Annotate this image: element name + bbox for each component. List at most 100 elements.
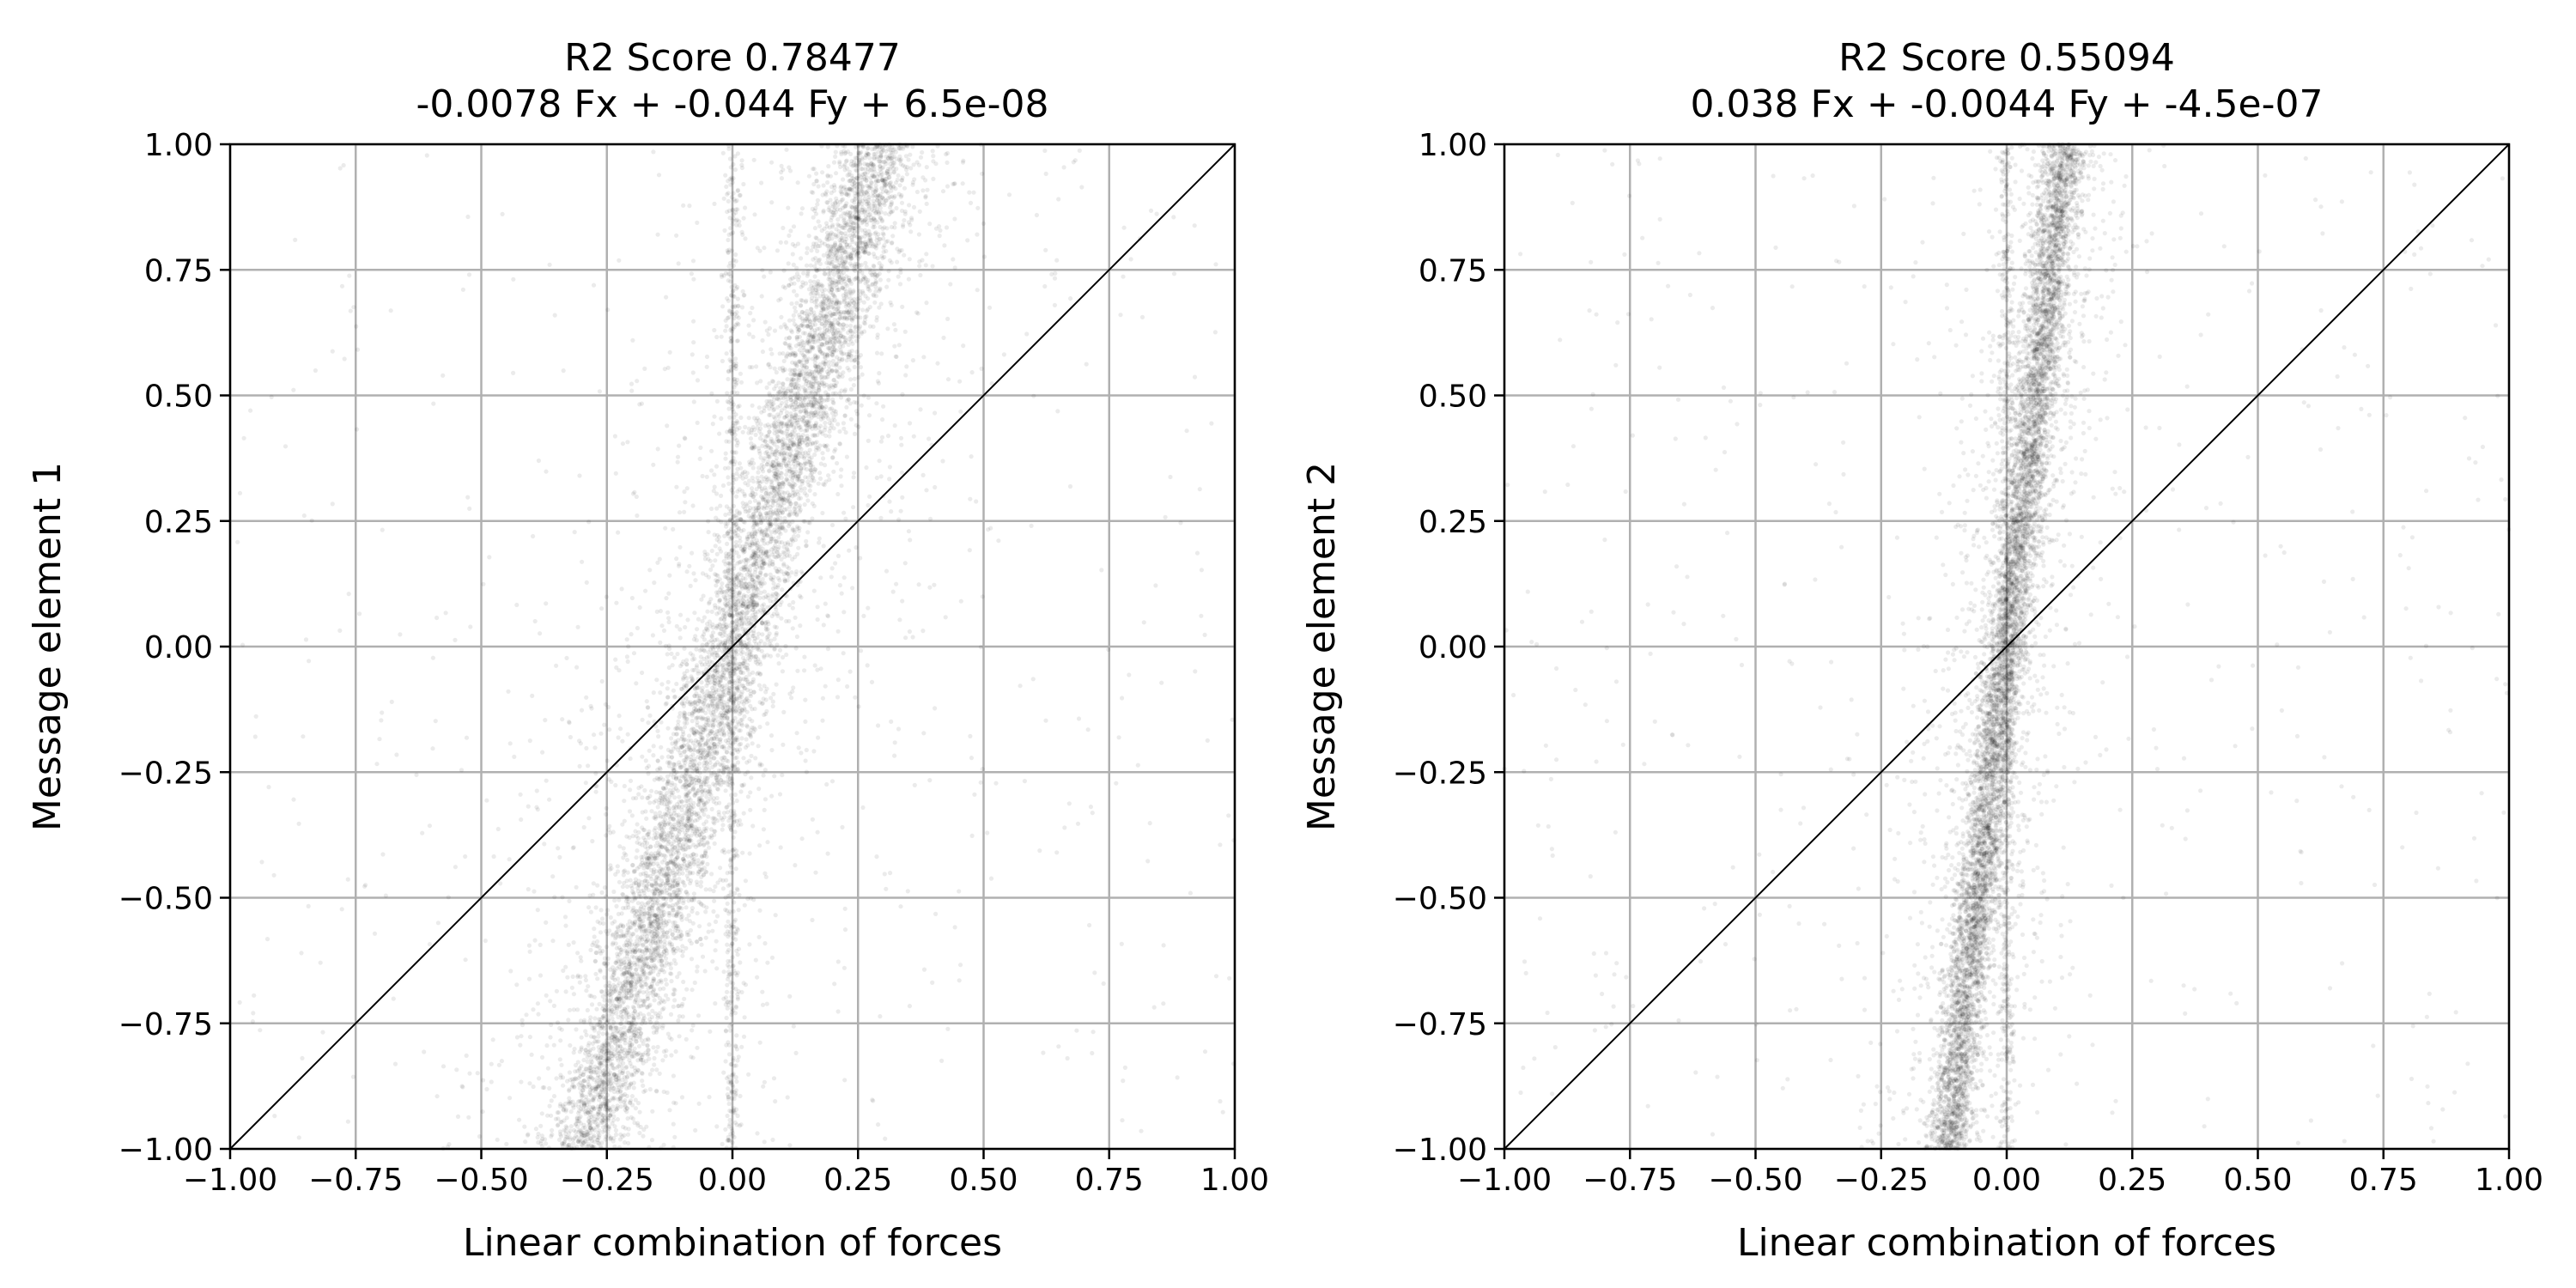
scatter-point — [625, 440, 630, 445]
scatter-point — [669, 971, 674, 976]
scatter-point — [711, 731, 716, 736]
scatter-point — [1171, 271, 1177, 276]
scatter-point — [583, 974, 588, 979]
scatter-point — [734, 471, 739, 477]
scatter-point — [847, 276, 852, 281]
scatter-point — [594, 1006, 599, 1012]
scatter-point — [702, 615, 708, 620]
scatter-point — [744, 724, 750, 729]
scatter-point — [915, 311, 920, 316]
scatter-point — [968, 200, 974, 205]
scatter-point — [724, 324, 729, 329]
scatter-point — [789, 570, 794, 575]
scatter-point — [628, 787, 633, 793]
scatter-point — [877, 371, 882, 376]
scatter-point — [573, 1069, 578, 1074]
scatter-point — [615, 1117, 621, 1122]
scatter-point — [852, 376, 857, 381]
scatter-point — [861, 393, 866, 398]
scatter-point — [674, 556, 679, 562]
scatter-point — [1074, 1028, 1079, 1033]
scatter-point — [464, 735, 470, 740]
scatter-point — [823, 683, 828, 689]
scatter-point — [899, 200, 905, 205]
scatter-point — [730, 1128, 735, 1133]
scatter-point — [739, 617, 744, 622]
scatter-point — [928, 516, 933, 521]
scatter-point — [839, 483, 844, 489]
scatter-point — [665, 747, 671, 753]
scatter-point — [711, 799, 716, 805]
scatter-point — [933, 410, 938, 416]
scatter-point — [652, 580, 657, 586]
scatter-point — [523, 1139, 528, 1145]
scatter-point — [735, 561, 740, 566]
scatter-point — [918, 407, 923, 412]
scatter-point — [586, 905, 592, 910]
scatter-point — [618, 1026, 623, 1031]
scatter-point — [887, 477, 892, 482]
scatter-point — [780, 773, 785, 778]
scatter-point — [1220, 1109, 1225, 1115]
scatter-point — [771, 1076, 777, 1081]
scatter-point — [739, 162, 744, 167]
scatter-point — [374, 762, 380, 767]
scatter-point — [848, 669, 853, 674]
scatter-point — [739, 158, 744, 163]
scatter-point — [905, 889, 910, 894]
scatter-point — [737, 892, 742, 897]
scatter-point — [617, 1089, 623, 1095]
scatter-point — [1052, 276, 1058, 281]
scatter-point — [690, 769, 696, 774]
scatter-point — [466, 272, 472, 277]
scatter-point — [880, 226, 885, 231]
scatter-point — [675, 945, 680, 951]
scatter-point — [829, 368, 835, 374]
scatter-point — [593, 789, 598, 794]
scatter-point — [518, 1042, 523, 1048]
scatter-point — [749, 753, 754, 759]
scatter-point — [586, 816, 592, 821]
scatter-point — [661, 986, 666, 991]
scatter-point — [527, 1081, 532, 1086]
scatter-point — [610, 1121, 615, 1126]
scatter-point — [383, 893, 388, 898]
scatter-point — [635, 513, 640, 519]
scatter-point — [489, 1061, 494, 1066]
scatter-point — [1127, 672, 1132, 677]
scatter-point — [675, 652, 680, 657]
scatter-point — [465, 214, 471, 220]
scatter-point — [706, 814, 711, 819]
scatter-point — [679, 686, 684, 692]
scatter-point — [942, 243, 947, 248]
scatter-point — [770, 379, 776, 385]
scatter-point — [770, 592, 775, 597]
scatter-point — [912, 782, 917, 788]
scatter-point — [427, 823, 432, 829]
scatter-point — [535, 908, 540, 913]
scatter-point — [887, 174, 892, 180]
scatter-point — [539, 1111, 544, 1116]
scatter-point — [790, 556, 795, 562]
scatter-point — [774, 591, 779, 597]
scatter-point — [700, 807, 705, 813]
scatter-point — [651, 1024, 656, 1030]
scatter-point — [713, 884, 718, 890]
scatter-point — [818, 349, 823, 355]
scatter-point — [920, 258, 925, 263]
scatter-point — [854, 186, 860, 191]
scatter-point — [775, 503, 781, 508]
scatter-point — [283, 444, 289, 449]
scatter-point — [780, 442, 786, 447]
scatter-point — [799, 256, 804, 261]
scatter-point — [793, 510, 798, 515]
scatter-point — [815, 202, 820, 207]
scatter-point — [758, 590, 763, 596]
scatter-point — [750, 305, 755, 311]
scatter-point — [876, 1122, 881, 1127]
scatter-point — [619, 586, 624, 592]
scatter-point — [440, 373, 446, 378]
scatter-point — [735, 377, 740, 382]
scatter-point — [555, 1123, 561, 1128]
scatter-point — [723, 512, 728, 518]
